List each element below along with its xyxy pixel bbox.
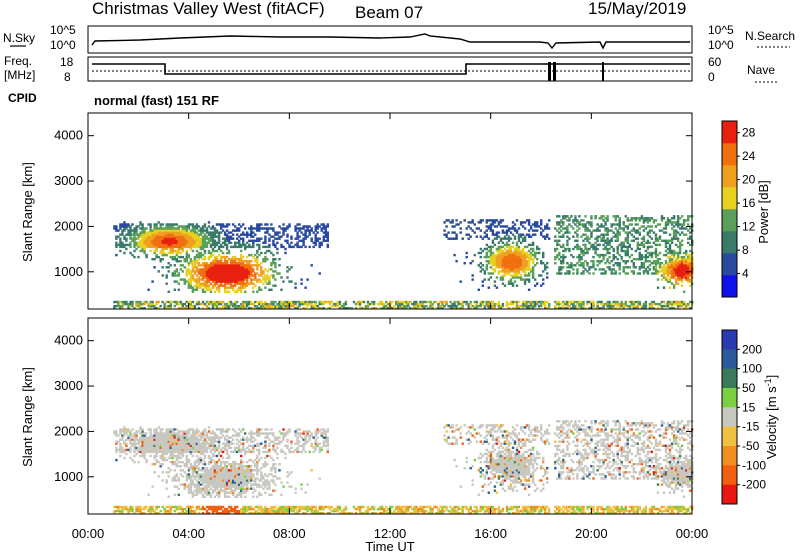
x-tick-label: 08:00	[273, 526, 306, 541]
power-colorbar-segment	[722, 275, 737, 298]
velocity-colorbar-tick: -50	[742, 439, 760, 453]
xlabel: Time UT	[365, 539, 414, 554]
noise-left-tick-top: 10^5	[50, 23, 76, 37]
power-colorbar-segment	[722, 187, 737, 210]
velocity-colorbar-segment	[722, 330, 737, 350]
y-tick-label: 2000	[54, 423, 83, 438]
freq-label-line2: [MHz]	[4, 68, 35, 82]
power-colorbar-segment	[722, 231, 737, 254]
velocity-panel: 1000 2000 3000 4000 Slant Range [km] 200 100…	[20, 317, 779, 515]
frequency-trace	[92, 63, 690, 75]
nave-tick-top: 60	[708, 55, 722, 69]
beam-label: Beam 07	[355, 3, 423, 22]
velocity-colorbar-segment	[722, 426, 737, 447]
x-tick-label: 16:00	[474, 526, 507, 541]
velocity-colorbar-segment	[722, 484, 737, 505]
noise-panel: N.Sky 10^5 10^0 10^5 10^0 N.Search	[3, 23, 795, 54]
velocity-colorbar-tick: 200	[742, 342, 762, 356]
freq-label-line1: Freq.	[4, 54, 32, 68]
power-y-axis: 1000 2000 3000 4000	[54, 128, 692, 279]
power-colorbar-tick: 16	[742, 196, 756, 210]
freq-tick-bottom: 8	[64, 70, 71, 84]
y-tick-label: 1000	[54, 264, 83, 279]
power-colorbar-segment	[722, 165, 737, 188]
velocity-colorbar-tick: 100	[742, 362, 762, 376]
power-colorbar-label: Power [dB]	[756, 180, 771, 244]
power-colorbar-segment	[722, 121, 737, 144]
y-tick-label: 4000	[54, 333, 83, 348]
y-tick-label: 3000	[54, 173, 83, 188]
velocity-colorbar-segment	[722, 465, 737, 485]
nsky-label: N.Sky	[3, 31, 35, 45]
nave-tick-bottom: 0	[708, 70, 715, 84]
y-tick-label: 3000	[54, 378, 83, 393]
velocity-colorbar-segment	[722, 407, 737, 427]
power-colorbar-tick: 28	[742, 126, 756, 140]
velocity-colorbar-label: Velocity [m s-1]	[763, 375, 779, 460]
velocity-colorbar-segment	[722, 446, 737, 466]
frequency-panel: Freq. [MHz] 18 8 60 0 Nave	[4, 54, 778, 84]
y-tick-label: 2000	[54, 218, 83, 233]
nsky-trace	[91, 33, 690, 50]
y-tick-label: 1000	[54, 469, 83, 484]
cpid-label: CPID	[8, 91, 37, 105]
velocity-colorbar-tick: -200	[742, 478, 766, 492]
power-panel: 1000 2000 3000 4000 Slant Range [km] 4 8 12 16…	[20, 112, 771, 310]
date-label: 15/May/2019	[588, 0, 686, 18]
velocity-ylabel: Slant Range [km]	[20, 367, 35, 467]
velocity-colorbar-tick: -15	[742, 420, 760, 434]
power-colorbar-tick: 20	[742, 173, 756, 187]
x-tick-label: 20:00	[575, 526, 608, 541]
velocity-colorbar-segment	[722, 349, 737, 369]
nsearch-label: N.Search	[745, 29, 795, 43]
power-colorbar-tick: 12	[742, 220, 756, 234]
power-echo-cells	[113, 215, 694, 310]
freq-tick-top: 18	[60, 55, 74, 69]
x-tick-label: 00:00	[676, 526, 709, 541]
power-colorbar-tick: 8	[742, 243, 749, 257]
power-colorbar-segment	[722, 253, 737, 276]
time-x-axis: 00:00 04:00 08:00 12:00 16:00 20:00 00:00	[72, 113, 709, 541]
noise-left-tick-bottom: 10^0	[50, 38, 76, 52]
power-ylabel: Slant Range [km]	[20, 162, 35, 262]
velocity-y-axis: 1000 2000 3000 4000	[54, 333, 692, 484]
power-colorbar: 4 8 12 16 20 24 28	[721, 120, 756, 298]
velocity-colorbar: 200 100 50 15 -15 -50 -100 -200	[721, 329, 766, 505]
noise-right-tick-bottom: 10^0	[708, 38, 734, 52]
velocity-colorbar-tick: 50	[742, 381, 756, 395]
velocity-colorbar-tick: 15	[742, 400, 756, 414]
nave-label: Nave	[747, 63, 775, 77]
power-colorbar-tick: 4	[742, 267, 749, 281]
velocity-colorbar-segment	[722, 388, 737, 408]
x-tick-label: 04:00	[172, 526, 205, 541]
cpid-value: normal (fast) 151 RF	[94, 93, 219, 108]
x-tick-label: 00:00	[72, 526, 105, 541]
velocity-colorbar-segment	[722, 368, 737, 389]
power-colorbar-segment	[722, 143, 737, 166]
power-colorbar-tick: 24	[742, 149, 756, 163]
power-colorbar-segment	[722, 209, 737, 232]
station-title: Christmas Valley West (fitACF)	[92, 0, 325, 18]
velocity-echo-cells	[113, 420, 694, 515]
velocity-colorbar-tick: -100	[742, 458, 766, 472]
y-tick-label: 4000	[54, 128, 83, 143]
noise-right-tick-top: 10^5	[708, 23, 734, 37]
x-tick-label: 12:00	[374, 526, 407, 541]
